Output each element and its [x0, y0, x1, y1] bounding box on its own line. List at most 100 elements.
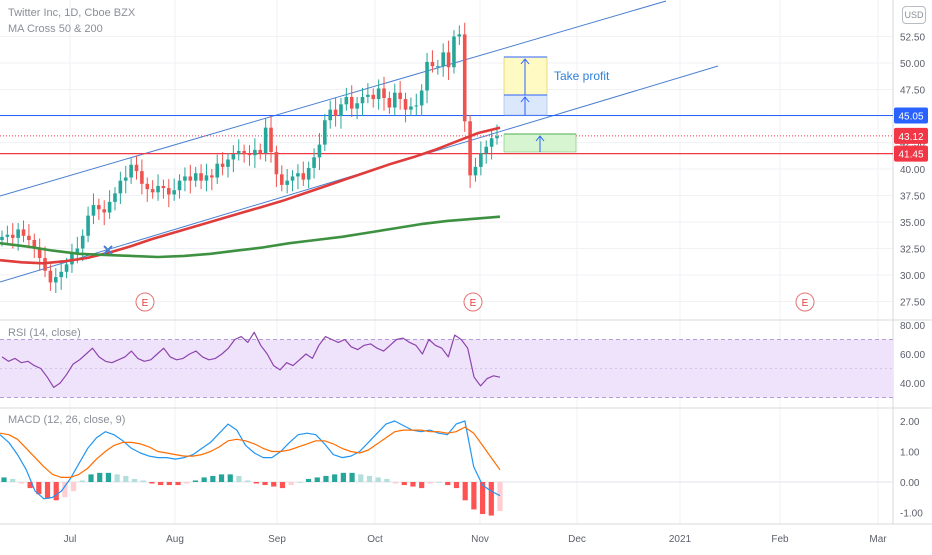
macd-histogram-bar	[462, 482, 468, 501]
candle-body	[97, 205, 101, 210]
macd-histogram-bar	[497, 482, 503, 511]
candle-body	[414, 105, 419, 107]
macd-histogram-bar	[192, 480, 199, 482]
candle-body	[16, 229, 20, 238]
candle-body	[220, 163, 225, 167]
candle-body	[452, 36, 456, 68]
candle-body	[64, 264, 69, 272]
candle-body	[263, 127, 268, 154]
macd-histogram-bar	[10, 478, 16, 482]
macd-histogram-bar	[184, 482, 190, 484]
candle-body	[48, 270, 53, 283]
x-tick-label: Oct	[367, 534, 383, 545]
macd-histogram-bar	[419, 482, 425, 489]
earnings-marker-icon	[135, 292, 155, 312]
macd-histogram-bar	[62, 482, 68, 498]
macd-histogram-bar	[131, 478, 138, 482]
candle-body	[188, 176, 193, 181]
macd-histogram-bar	[453, 482, 460, 489]
candle-body	[54, 277, 58, 283]
candle-body	[102, 209, 107, 213]
candle-body	[425, 61, 429, 91]
candle-body	[290, 176, 295, 181]
candle-body	[91, 205, 96, 216]
candle-body	[226, 159, 230, 167]
candle-body	[70, 252, 74, 265]
candle-body	[80, 235, 85, 249]
currency-button[interactable]: USD	[902, 6, 926, 24]
price-tick-label: 50.00	[900, 59, 925, 70]
macd-histogram-bar	[149, 482, 155, 484]
candle-body	[403, 99, 408, 110]
macd-histogram-bar	[410, 482, 416, 487]
candle-body	[436, 66, 440, 68]
candle-body	[333, 109, 338, 116]
candle-body	[269, 127, 273, 153]
candle-body	[398, 92, 402, 100]
candle-body	[0, 236, 4, 241]
macd-histogram-bar	[471, 482, 477, 510]
macd-histogram-bar	[392, 482, 399, 484]
earnings-marker-label: E	[142, 298, 149, 309]
macd-histogram-bar	[79, 480, 85, 482]
candle-body	[349, 96, 354, 109]
macd-tick-label: 2.00	[900, 417, 920, 428]
x-tick-label: Feb	[771, 534, 789, 545]
macd-histogram-bar	[18, 482, 25, 484]
macd-histogram-bar	[253, 482, 259, 484]
grid	[0, 0, 932, 525]
macd-histogram-bar	[358, 474, 364, 482]
candle-body	[339, 104, 343, 116]
macd-histogram-bar	[288, 482, 294, 486]
macd-histogram-bar	[97, 472, 103, 482]
candle-body	[274, 152, 279, 175]
price-tick-label: 37.50	[900, 192, 925, 203]
price-tick-label: 35.00	[900, 218, 925, 229]
price-tick-label: 47.50	[900, 86, 925, 97]
macd-histogram-bar	[105, 472, 112, 482]
price-tick-label: 40.00	[900, 165, 925, 176]
candle-body	[371, 94, 376, 100]
arrow-head-icon	[520, 58, 530, 65]
candle-body	[231, 154, 236, 160]
price-axis-tag-label: 43.12	[898, 132, 923, 143]
x-tick-label: Nov	[471, 534, 489, 545]
candle-body	[376, 88, 381, 100]
candle-body	[446, 52, 451, 68]
macd-histogram-bar	[88, 474, 94, 482]
price-axis[interactable]: 52.5050.0047.5045.0042.5040.0037.5035.00…	[894, 33, 928, 520]
arrow-head-icon	[520, 96, 530, 103]
channel-upper-line	[0, 0, 667, 197]
candle-body	[355, 103, 359, 109]
candle-body	[215, 163, 220, 178]
macd-histogram-bar	[384, 478, 390, 482]
macd-legend: MACD (12, 26, close, 9)	[8, 414, 126, 426]
macd-histogram-bar	[401, 482, 407, 486]
macd-histogram-bar	[158, 482, 164, 486]
candle-body	[306, 167, 311, 180]
candle-body	[27, 235, 31, 241]
candle-body	[5, 234, 10, 237]
candle-body	[193, 173, 198, 181]
macd-histogram-bar	[166, 482, 172, 486]
candle-body	[236, 150, 241, 155]
x-tick-label: 2021	[669, 534, 692, 545]
price-panel: Take profit E E E	[0, 0, 893, 312]
macd-histogram-bar	[445, 482, 451, 486]
candle-body	[253, 149, 257, 156]
ma-cross-legend: MA Cross 50 & 200	[8, 23, 103, 35]
candle-body	[177, 180, 182, 191]
candle-body	[123, 177, 128, 181]
macd-histogram-bar	[227, 474, 233, 482]
time-axis[interactable]: Jul Aug Sep Oct Nov Dec 2021 Feb Mar	[64, 534, 888, 545]
ma-cross-icon	[103, 245, 113, 255]
candle-body	[129, 164, 133, 178]
candle-body	[479, 153, 483, 167]
ma200-line	[0, 215, 501, 259]
x-tick-label: Dec	[568, 534, 586, 545]
macd-histogram-bar	[201, 477, 207, 482]
take-profit-label: Take profit	[554, 69, 610, 83]
macd-histogram-bar	[436, 482, 442, 483]
candle-body	[387, 97, 392, 108]
